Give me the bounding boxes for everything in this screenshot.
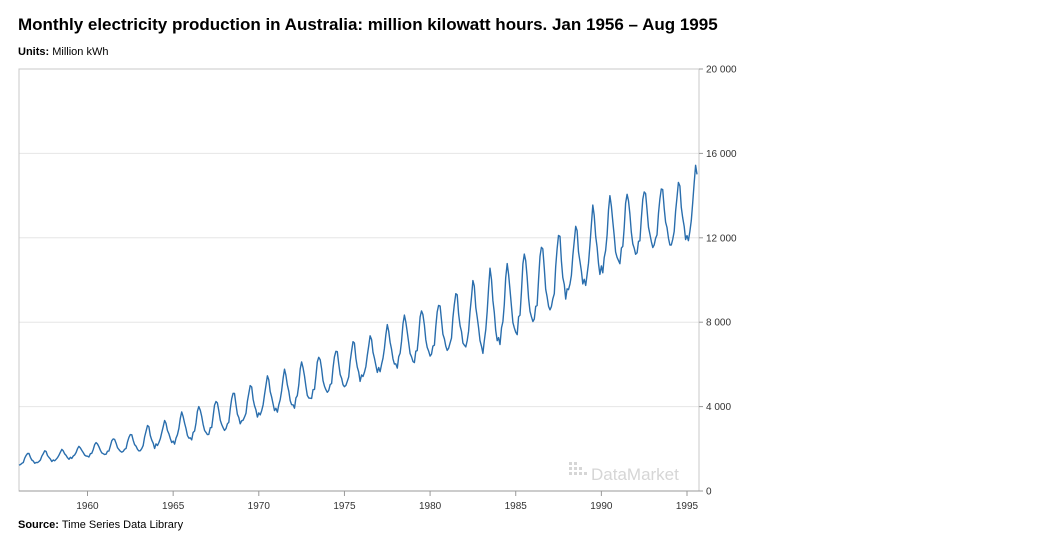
- y-tick-label-1: 4 000: [706, 402, 731, 413]
- x-tick-label-3: 1975: [333, 501, 356, 512]
- y-tick-label-4: 16 000: [706, 149, 737, 160]
- series-line-electricity-production[interactable]: [18, 164, 698, 466]
- source-label: Source:: [18, 519, 59, 531]
- y-tick-label-5: 20 000: [706, 65, 737, 76]
- x-tick-label-1: 1965: [162, 501, 185, 512]
- watermark-dot-3: [574, 467, 577, 470]
- source-value: Time Series Data Library: [61, 519, 184, 531]
- watermark-dot-0: [569, 462, 572, 465]
- x-tick-label-0: 1960: [76, 501, 99, 512]
- x-tick-label-5: 1985: [505, 501, 528, 512]
- watermark-dot-8: [584, 472, 587, 475]
- x-tick-label-7: 1995: [676, 501, 699, 512]
- x-tick-label-4: 1980: [419, 501, 442, 512]
- x-tick-label-2: 1970: [248, 501, 271, 512]
- datamarket-watermark: DataMarket: [569, 462, 679, 484]
- x-axis: 1960 1965 1970 1975 1980 1985 1990 1995: [19, 490, 699, 512]
- watermark-dot-5: [569, 472, 572, 475]
- units-value: Million kWh: [52, 46, 109, 58]
- source-caption: Source: Time Series Data Library: [18, 519, 183, 531]
- watermark-dot-2: [569, 467, 572, 470]
- gridlines: [19, 152, 699, 408]
- watermark-dot-7: [579, 472, 582, 475]
- chart-title: Monthly electricity production in Austra…: [18, 15, 718, 34]
- plot-frame: [18, 68, 700, 492]
- watermark-dot-4: [579, 467, 582, 470]
- y-tick-label-0: 0: [706, 487, 712, 498]
- units-caption: Units: Million kWh: [18, 46, 108, 58]
- watermark-dot-1: [574, 462, 577, 465]
- y-tick-label-3: 12 000: [706, 233, 737, 244]
- datamarket-logo-icon: [569, 462, 587, 475]
- x-tick-label-6: 1990: [590, 501, 613, 512]
- units-label: Units:: [18, 46, 50, 58]
- y-axis: 0 4 000 8 000 12 000 16 000 20 000: [699, 65, 737, 498]
- watermark-text: DataMarket: [591, 465, 679, 484]
- watermark-dot-6: [574, 472, 577, 475]
- y-tick-label-2: 8 000: [706, 318, 731, 329]
